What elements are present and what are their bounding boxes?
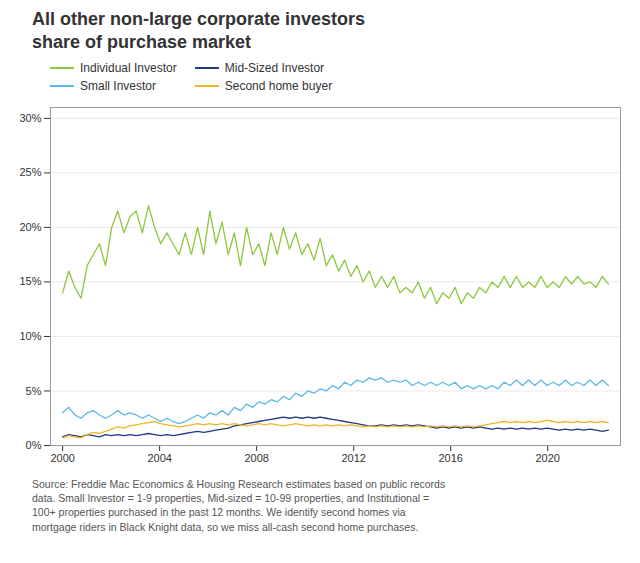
html-text:Mid-Sized Investor: Mid-Sized Investor (224, 61, 325, 75)
svg-text:15%: 15% (19, 275, 41, 287)
html-text:Source: Freddie Mac Economics: Source: Freddie Mac Economics & Housing … (32, 478, 446, 533)
svg-text:2004: 2004 (147, 452, 171, 464)
svg-text:10%: 10% (19, 330, 41, 342)
html-text:Small Investor: Small Investor (80, 79, 156, 93)
svg-text:30%: 30% (19, 112, 41, 124)
svg-text:5%: 5% (26, 385, 42, 397)
svg-text:2016: 2016 (438, 452, 462, 464)
svg-text:2000: 2000 (50, 452, 74, 464)
svg-text:20%: 20% (19, 221, 41, 233)
svg-text:2012: 2012 (341, 452, 365, 464)
svg-text:25%: 25% (19, 166, 41, 178)
html-text:Second home buyer: Second home buyer (224, 79, 333, 93)
svg-text:2020: 2020 (535, 452, 559, 464)
html-text:Individual Investor: Individual Investor (80, 61, 177, 75)
html-text:All other non-large corporate: All other non-large corporate investors … (32, 9, 366, 52)
svg-text:0%: 0% (26, 439, 42, 451)
svg-text:2008: 2008 (244, 452, 268, 464)
